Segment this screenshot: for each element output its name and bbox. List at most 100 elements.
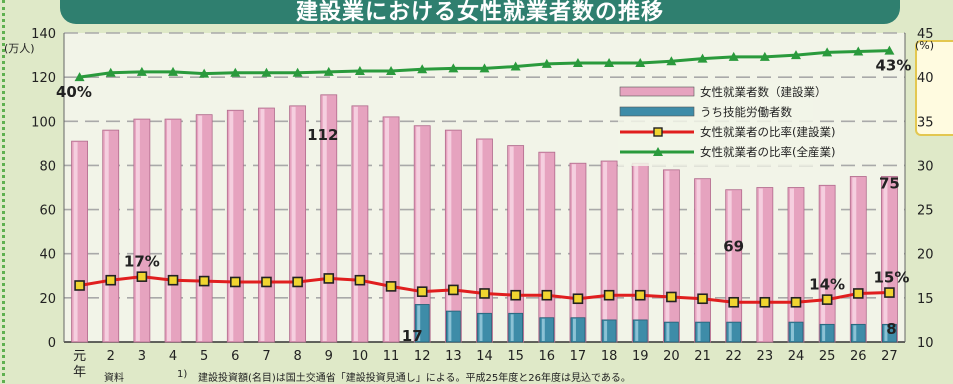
legend-swatch <box>619 86 695 97</box>
bar-highlight <box>353 106 358 341</box>
x-tick-label: 15 <box>507 349 524 364</box>
right-tick-label: 25 <box>917 204 934 219</box>
bar-highlight <box>416 126 421 341</box>
construction-ratio-marker <box>385 281 397 292</box>
all-industry-ratio-marker <box>261 67 272 77</box>
construction-ratio-marker <box>416 286 428 297</box>
construction-ratio-marker <box>821 294 833 305</box>
legend-label: 女性就業者数（建設業） <box>700 85 827 99</box>
construction-ratio-marker <box>541 289 553 301</box>
x-tick-label: 8 <box>293 349 301 364</box>
construction-ratio-marker <box>510 289 521 301</box>
x-tick-label: 4 <box>169 349 177 364</box>
x-tick-label: 19 <box>632 349 649 364</box>
x-tick-label: 12 <box>414 349 431 364</box>
bar-highlight <box>541 318 545 341</box>
all-industry-ratio-marker <box>510 61 521 71</box>
bar-highlight <box>198 115 203 342</box>
x-tick-label: 27 <box>881 349 898 364</box>
x-tick-label: 6 <box>231 349 239 364</box>
right-tick-label: 10 <box>917 336 934 351</box>
construction-ratio-marker <box>572 293 584 305</box>
title-banner: 建設業における女性就業者数の推移 <box>60 0 900 25</box>
right-tick-label: 35 <box>917 115 934 130</box>
construction-ratio-marker <box>167 274 179 286</box>
all-industry-ratio-marker <box>199 68 210 78</box>
x-tick-label: 22 <box>725 349 742 364</box>
construction-ratio-marker <box>479 288 490 299</box>
construction-ratio-marker <box>136 271 148 282</box>
bar-highlight <box>229 111 234 341</box>
x-tick-label: 3 <box>138 349 146 364</box>
legend-swatch <box>619 106 695 117</box>
construction-ratio-marker <box>697 293 708 305</box>
x-tick-label: 17 <box>570 349 587 364</box>
bar-highlight <box>665 170 670 341</box>
footnote: 資料 1) 建設投資額(名目)は国土交通省「建設投資見通し」による。平成25年度… <box>0 369 953 384</box>
footnote-marker: 1) <box>177 369 188 380</box>
left-tick-label: 60 <box>39 204 56 219</box>
left-tick-label: 80 <box>39 159 56 174</box>
all-industry-ratio-marker <box>74 72 85 82</box>
construction-ratio-marker <box>759 296 771 308</box>
right-axis-unit: (%) <box>915 39 934 52</box>
bar-highlight <box>135 120 140 341</box>
right-tick-label: 20 <box>917 248 934 263</box>
all-industry-ratio-marker <box>697 53 708 63</box>
bar-highlight <box>696 179 701 341</box>
construction-ratio-marker <box>448 284 459 296</box>
bar-highlight <box>479 314 483 341</box>
bar-highlight <box>448 312 452 341</box>
footnote-source: 資料 <box>104 373 124 384</box>
bar-highlight <box>821 186 826 341</box>
all-industry-ratio-marker <box>230 67 241 77</box>
right-tick-label: 40 <box>917 71 934 86</box>
data-label: 17% <box>124 253 160 271</box>
all-industry-ratio-marker <box>853 46 864 56</box>
data-label: 75 <box>879 174 900 192</box>
construction-ratio-marker <box>852 288 864 299</box>
construction-ratio-marker <box>790 296 802 308</box>
bar-highlight <box>790 323 794 341</box>
data-label: 8 <box>886 320 896 338</box>
construction-ratio-marker <box>728 296 739 308</box>
bar-highlight <box>167 120 172 341</box>
x-tick-sublabel: 年 <box>73 365 86 380</box>
all-industry-ratio-marker <box>136 66 147 76</box>
bar-highlight <box>758 188 763 341</box>
construction-ratio-marker <box>105 274 117 286</box>
bar-highlight <box>260 109 265 342</box>
bar-highlight <box>510 314 514 341</box>
callout-box <box>915 40 953 136</box>
right-tick-label: 30 <box>917 159 934 174</box>
all-industry-ratio-marker <box>884 45 895 55</box>
bar-highlight <box>728 323 732 341</box>
chart-title: 建設業における女性就業者数の推移 <box>295 0 664 25</box>
bar-highlight <box>478 139 483 341</box>
all-industry-ratio-marker <box>168 66 179 76</box>
bar-highlight <box>789 188 794 341</box>
bar-highlight <box>634 164 639 341</box>
x-tick-label: 元 <box>73 349 86 364</box>
bar-highlight <box>322 95 327 341</box>
left-tick-label: 0 <box>48 336 56 351</box>
bar-highlight <box>635 320 639 341</box>
x-tick-label: 24 <box>788 349 805 364</box>
data-label: 69 <box>723 238 744 256</box>
construction-ratio-marker <box>292 276 303 288</box>
bar-highlight <box>666 323 670 341</box>
construction-ratio-marker <box>354 274 366 286</box>
left-axis-unit: (万人) <box>4 42 35 55</box>
all-industry-ratio-marker <box>759 51 770 61</box>
right-tick-label: 15 <box>917 292 934 307</box>
bar-highlight <box>822 325 826 341</box>
x-tick-label: 13 <box>445 349 462 364</box>
x-tick-label: 18 <box>601 349 618 364</box>
all-industry-ratio-marker <box>417 64 428 74</box>
bar-highlight <box>604 320 608 341</box>
bar-highlight <box>727 190 732 341</box>
x-tick-label: 25 <box>819 349 836 364</box>
